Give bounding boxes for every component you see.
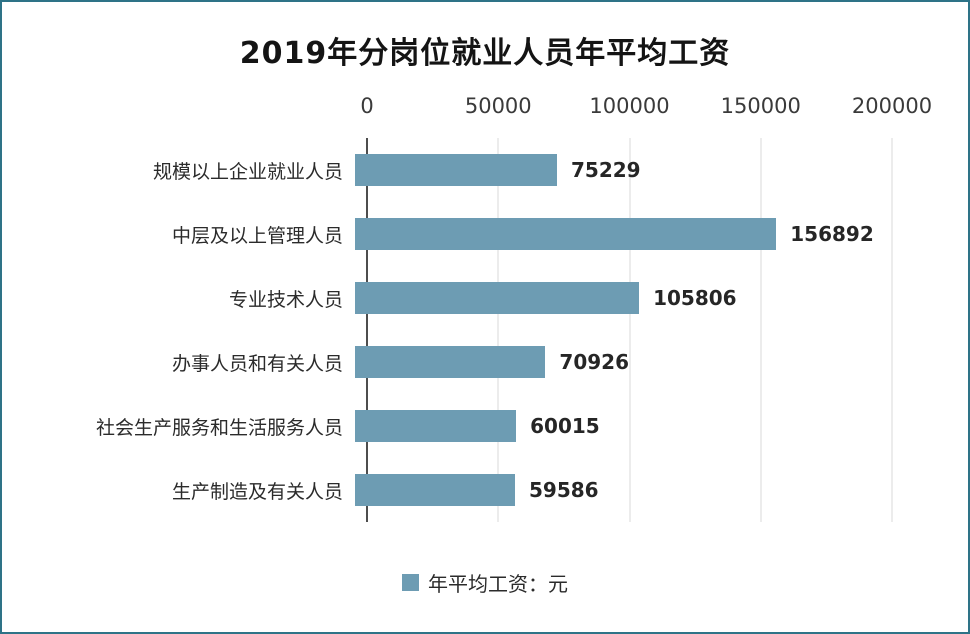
- legend-swatch: [402, 574, 419, 591]
- bar-track: 105806: [355, 266, 892, 330]
- bar-track: 70926: [355, 330, 892, 394]
- bar-row: 生产制造及有关人员 59586: [2, 458, 892, 522]
- x-tick-label: 0: [360, 94, 374, 118]
- value-label: 105806: [653, 286, 737, 310]
- gridline: [891, 138, 893, 522]
- bar-row: 专业技术人员 105806: [2, 266, 892, 330]
- value-label: 60015: [530, 414, 600, 438]
- bar: [355, 474, 515, 506]
- value-label: 70926: [559, 350, 630, 374]
- bar-track: 156892: [355, 202, 892, 266]
- x-tick-label: 50000: [464, 94, 532, 118]
- bar-rows: 规模以上企业就业人员 75229 中层及以上管理人员 156892 专业技术人员 1058…: [2, 138, 892, 522]
- x-tick-label: 100000: [589, 94, 670, 118]
- category-label: 社会生产服务和生活服务人员: [95, 416, 343, 439]
- bar: [355, 282, 640, 314]
- gridline: [497, 138, 499, 522]
- bar: [355, 218, 777, 250]
- category-label: 规模以上企业就业人员: [152, 160, 343, 183]
- bar-row: 中层及以上管理人员 156892: [2, 202, 892, 266]
- value-label: 75229: [570, 158, 641, 182]
- category-label: 办事人员和有关人员: [171, 352, 343, 375]
- value-label: 59586: [528, 478, 599, 502]
- value-label: 156892: [790, 222, 874, 246]
- bar-track: 59586: [355, 458, 892, 522]
- legend-label: 年平均工资：元: [428, 572, 568, 596]
- y-axis-line: [366, 138, 368, 522]
- category-label: 中层及以上管理人员: [171, 224, 343, 247]
- bar: [355, 346, 546, 378]
- bar-track: 60015: [355, 394, 892, 458]
- bar-row: 办事人员和有关人员 70926: [2, 330, 892, 394]
- category-label: 生产制造及有关人员: [171, 480, 343, 503]
- bar-row: 规模以上企业就业人员 75229: [2, 138, 892, 202]
- gridline: [760, 138, 762, 522]
- bar-track: 75229: [355, 138, 892, 202]
- bar: [355, 154, 557, 186]
- legend: 年平均工资：元: [2, 568, 968, 597]
- gridline: [629, 138, 630, 522]
- chart-title: 2019年分岗位就业人员年平均工资: [239, 36, 731, 71]
- x-tick-label: 150000: [720, 94, 801, 118]
- category-label: 专业技术人员: [228, 288, 343, 311]
- gridlines: [366, 138, 893, 522]
- x-axis-ticks: 0 50000 100000 150000 200000: [360, 94, 932, 124]
- bar: [355, 410, 517, 442]
- x-tick-label: 200000: [851, 94, 933, 118]
- bar-row: 社会生产服务和生活服务人员 60015: [2, 394, 892, 458]
